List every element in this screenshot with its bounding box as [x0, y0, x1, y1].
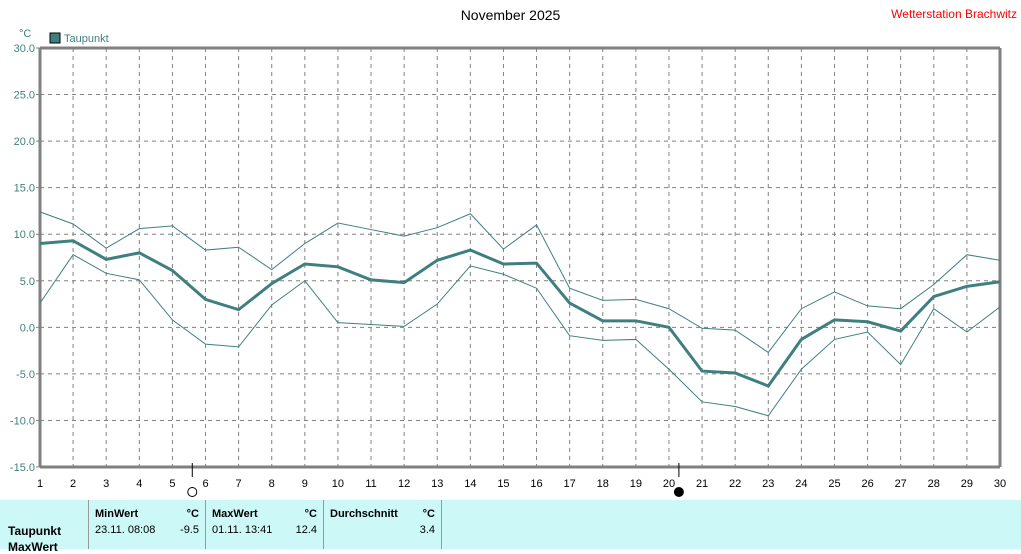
x-tick-label: 12: [398, 478, 410, 490]
x-tick-label: 1: [37, 478, 43, 490]
x-tick-label: 24: [795, 478, 807, 490]
x-tick-label: 3: [103, 478, 109, 490]
chart-title: November 2025: [460, 7, 561, 23]
x-tick-label: 20: [663, 478, 675, 490]
x-tick-label: 21: [696, 478, 708, 490]
series-line-min: [39, 254, 1001, 417]
max-date: 01.11. 13:41: [212, 524, 273, 536]
x-tick-label: 23: [762, 478, 774, 490]
min-date: 23.11. 08:08: [95, 524, 156, 536]
x-tick-label: 10: [332, 478, 344, 490]
legend-label: Taupunkt: [64, 33, 109, 45]
y-tick-label: 15.0: [14, 183, 35, 195]
y-tick-label: 30.0: [14, 43, 35, 55]
x-tick-label: 25: [828, 478, 840, 490]
x-tick-label: 17: [564, 478, 576, 490]
max-value: 12.4: [295, 524, 317, 536]
x-tick-label: 13: [431, 478, 443, 490]
y-tick-label: -10.0: [10, 415, 35, 427]
y-tick-label: 0.0: [20, 322, 35, 334]
x-tick-label: 8: [269, 478, 275, 490]
summary-panel: Taupunkt MaxWert MinWert °C 23.11. 08:08…: [0, 500, 1021, 554]
x-tick-label: 7: [236, 478, 242, 490]
avg-value: 3.4: [419, 524, 435, 536]
min-value: -9.5: [180, 524, 199, 536]
x-tick-label: 27: [895, 478, 907, 490]
y-tick-label: 20.0: [14, 136, 35, 148]
legend-swatch: [49, 32, 61, 44]
y-tick-label: -5.0: [16, 369, 35, 381]
x-tick-label: 22: [729, 478, 741, 490]
min-column: MinWert °C 23.11. 08:08 -9.5: [88, 500, 205, 549]
new-moon-icon: [673, 487, 684, 497]
chart: °C Taupunkt 1 2 3 4 5 6 7 8 9 10 11 12 13 14 15 16 17 18 1…: [10, 28, 1006, 497]
x-tick-label: 11: [365, 478, 376, 490]
series-line-mean: [39, 239, 1001, 388]
max-column: MaxWert °C 01.11. 13:41 12.4: [205, 500, 323, 549]
x-tick-label: 2: [70, 478, 76, 490]
avg-header: Durchschnitt: [330, 508, 398, 520]
x-tick-label: 16: [530, 478, 542, 490]
full-moon-icon: [187, 487, 198, 497]
min-unit: °C: [186, 508, 199, 520]
x-tick-label: 19: [630, 478, 642, 490]
x-tick-label: 30: [994, 478, 1006, 490]
x-tick-label: 15: [497, 478, 509, 490]
max-header: MaxWert: [212, 508, 258, 520]
series-line-max: [39, 211, 1001, 354]
x-tick-label: 5: [169, 478, 175, 490]
x-tick-label: 28: [928, 478, 940, 490]
min-header: MinWert: [95, 508, 139, 520]
row-label: Taupunkt: [8, 524, 62, 538]
y-tick-label: 10.0: [14, 229, 35, 241]
x-tick-label: 4: [136, 478, 142, 490]
row-label-2: MaxWert: [8, 540, 58, 554]
y-tick-label: 25.0: [14, 90, 35, 102]
x-tick-label: 29: [961, 478, 973, 490]
x-tick-label: 26: [861, 478, 873, 490]
x-tick-label: 6: [202, 478, 208, 490]
y-tick-label: 5.0: [20, 276, 35, 288]
x-tick-label: 9: [302, 478, 308, 490]
avg-unit: °C: [422, 508, 435, 520]
y-axis-label: °C: [19, 28, 31, 40]
y-tick-label: -15.0: [10, 462, 35, 474]
max-unit: °C: [304, 508, 317, 520]
x-tick-label: 18: [597, 478, 609, 490]
x-tick-label: 14: [464, 478, 476, 490]
avg-column: Durchschnitt °C 3.4: [323, 500, 442, 549]
station-name: Wetterstation Brachwitz: [891, 7, 1017, 21]
